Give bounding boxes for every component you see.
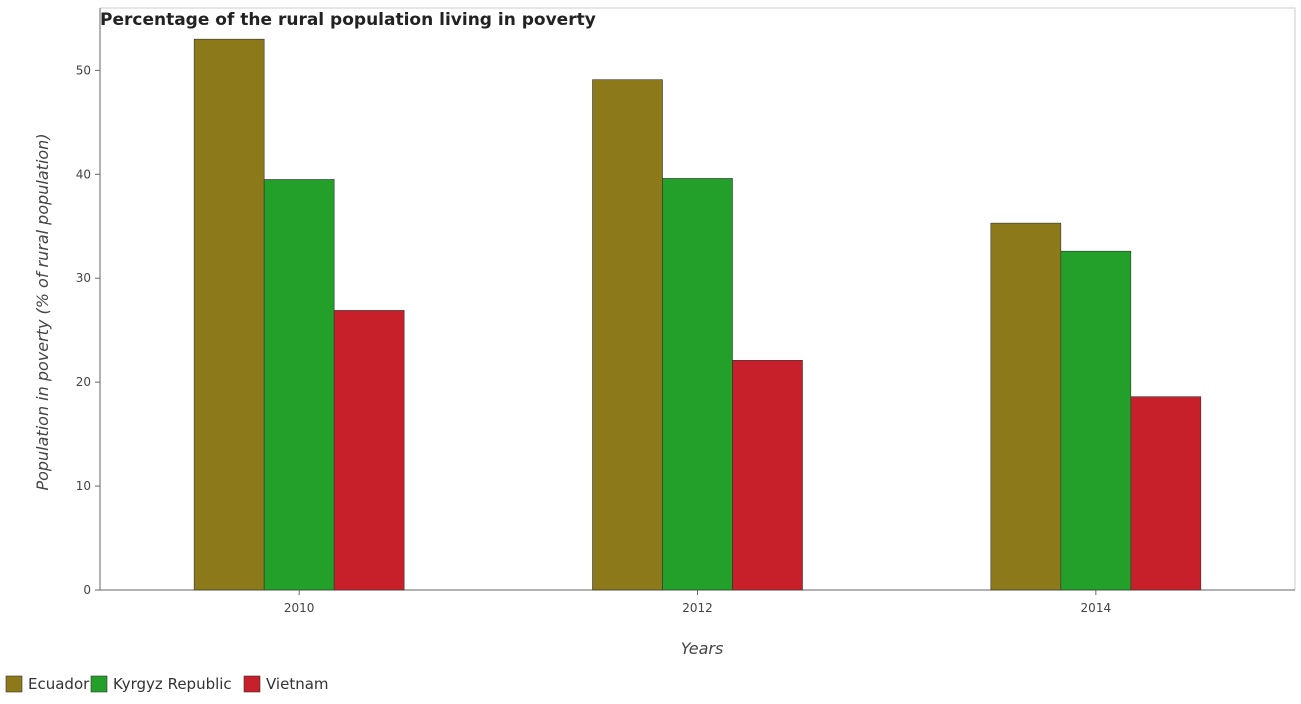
legend-entry: Vietnam (266, 675, 329, 693)
legend-entry: Ecuador (28, 675, 90, 693)
y-tick-label: 20 (76, 375, 91, 389)
y-tick-label: 0 (83, 583, 91, 597)
legend: Ecuador Kyrgyz Republic Vietnam (5, 675, 329, 693)
y-tick-label: 50 (76, 63, 91, 77)
bar-vietnam-2010 (333, 310, 405, 591)
legend-swatch (5, 675, 23, 693)
x-tick-label: 2012 (682, 601, 713, 615)
x-axis-label: Years (681, 639, 724, 658)
y-axis-label: Population in poverty (% of rural popula… (33, 133, 52, 490)
bar-ecuador-2010 (193, 38, 265, 591)
bar-ecuador-2014 (990, 222, 1062, 591)
y-tick-label: 40 (76, 167, 91, 181)
y-tick-label: 10 (76, 479, 91, 493)
y-tick-label: 30 (76, 271, 91, 285)
x-tick-label: 2010 (284, 601, 315, 615)
bar-kyrgyz-republic-2010 (263, 179, 335, 591)
bar-kyrgyz-republic-2014 (1060, 250, 1132, 591)
bar-vietnam-2012 (732, 360, 803, 591)
bar-ecuador-2012 (592, 79, 663, 591)
legend-swatch (90, 675, 108, 693)
plot-area: 0 10 20 30 40 50 2010 2012 2014 (76, 7, 1296, 615)
bar-kyrgyz-republic-2012 (662, 178, 733, 591)
legend-swatch (243, 675, 261, 693)
bar-vietnam-2014 (1130, 396, 1202, 591)
x-tick-label: 2014 (1081, 601, 1112, 615)
chart-title: Percentage of the rural population livin… (100, 10, 596, 30)
legend-entry: Kyrgyz Republic (113, 675, 232, 693)
